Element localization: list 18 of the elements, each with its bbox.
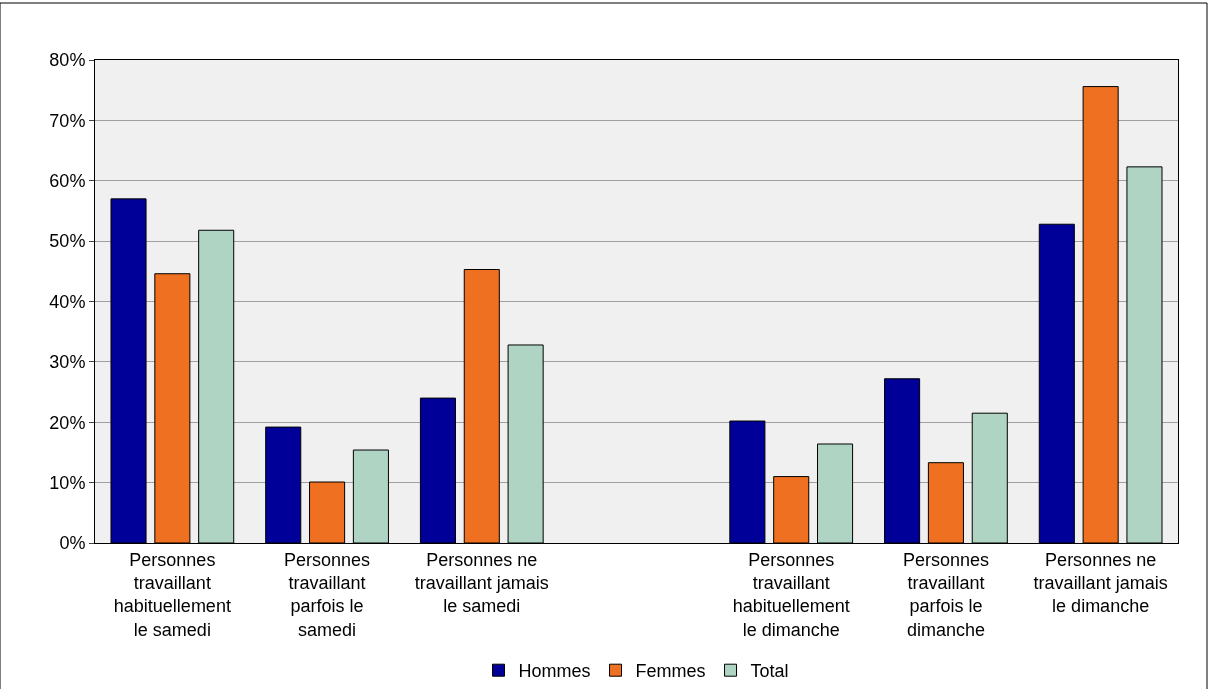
y-tick-label: 0% [59, 533, 86, 554]
legend-label: Total [750, 661, 789, 682]
y-tick-label: 20% [49, 412, 86, 433]
y-tick-label: 10% [49, 472, 86, 493]
y-tick-label: 80% [49, 50, 86, 71]
x-tick-label: Personnes travaillant habituellement le samedi [113, 549, 231, 640]
legend-label: Hommes [518, 661, 591, 682]
y-tick-label: 50% [49, 231, 86, 252]
y-tick-label: 30% [49, 352, 86, 373]
x-tick-label: Personnes ne travaillant jamais le samedi [414, 549, 549, 617]
legend-label: Femmes [635, 661, 706, 682]
x-tick-label: Personnes ne travaillant jamais le dimanche [1033, 549, 1168, 617]
x-tick-label: Personnes travaillant habituellement le dimanche [732, 549, 850, 640]
x-tick-label: Personnes travaillant parfois le samedi [284, 549, 371, 640]
y-tick-label: 60% [49, 171, 86, 192]
x-tick-label: Personnes travaillant parfois le dimanche [902, 549, 989, 640]
y-tick-label: 40% [49, 291, 86, 312]
y-tick-label: 70% [49, 110, 86, 131]
